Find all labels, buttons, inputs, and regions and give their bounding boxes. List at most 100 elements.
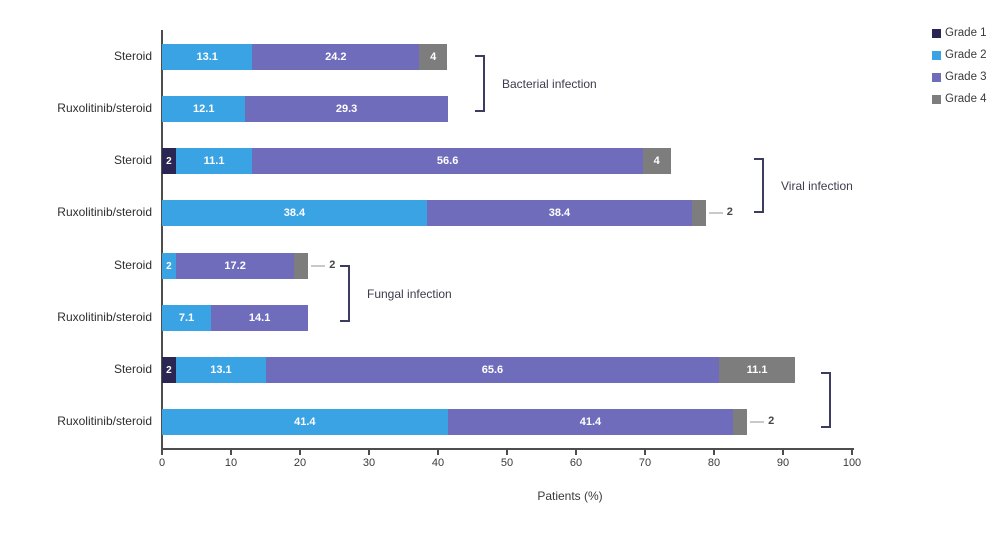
segment-value-label: 29.3 [335,103,358,115]
segment-value-label: 65.6 [481,364,504,376]
group-bracket-tick [340,320,349,322]
legend-swatch-icon [932,50,941,60]
bar-row: 7.1 14.1 [162,305,309,331]
group-bracket-tick [754,211,763,213]
bar-segment-grade-4 [294,253,309,279]
legend: Grade 1 Grade 2 Grade 3 Grade 4 [932,22,987,110]
group-bracket-tick [754,158,763,160]
x-axis-tick-label: 50 [500,457,514,469]
legend-item: Grade 3 [932,66,987,88]
segment-value-label-outside: 2 [726,206,733,218]
group-bracket-tick [340,265,349,267]
value-callout-line [708,212,723,214]
value-callout-line [750,421,765,423]
bar-segment-grade-2: 13.1 [162,44,253,70]
bar-row: 38.4 38.4 [162,200,706,226]
x-axis-tick-label: 80 [707,457,721,469]
x-axis-tick-label: 70 [638,457,652,469]
segment-value-label: 2 [166,155,172,167]
segment-value-label: 38.4 [548,207,571,219]
x-axis-tick [161,449,163,455]
segment-value-label: 13.1 [210,364,232,376]
legend-item: Grade 1 [932,22,987,44]
segment-value-label: 38.4 [283,207,306,219]
bar-segment-grade-1: 2 [162,357,176,383]
legend-label: Grade 1 [945,27,987,39]
group-bracket-tick [475,55,484,57]
bar-segment-grade-2: 2 [162,253,176,279]
legend-label: Grade 3 [945,71,987,83]
bar-segment-grade-4: 4 [642,148,671,174]
bar-segment-grade-2: 38.4 [162,200,427,226]
segment-value-label: 11.1 [746,364,768,376]
bar-row: 13.1 24.2 4 [162,44,447,70]
bar-segment-grade-2: 7.1 [162,305,211,331]
segment-value-label: 2 [166,260,172,272]
group-bracket-tick [821,426,830,428]
x-axis-tick-label: 60 [569,457,583,469]
x-axis-tick [506,449,508,455]
bar-segment-grade-3: 38.4 [426,200,692,226]
legend-label: Grade 4 [945,93,987,105]
segment-value-label-outside: 2 [329,259,336,271]
segment-value-label: 12.1 [193,103,215,115]
x-axis-tick-label: 30 [362,457,376,469]
bar-segment-grade-2: 13.1 [175,357,267,383]
bar-segment-grade-4: 11.1 [718,357,796,383]
x-axis-tick [575,449,577,455]
bar-segment-grade-2: 41.4 [162,409,448,435]
x-axis-tick-label: 90 [776,457,790,469]
bar-row: 2 13.1 65.6 11.1 [162,357,796,383]
bar-segment-grade-3: 29.3 [245,96,448,122]
segment-value-label: 14.1 [248,312,271,324]
bar-segment-grade-3: 41.4 [447,409,734,435]
legend-item: Grade 4 [932,88,987,110]
bar-segment-grade-3: 56.6 [252,148,643,174]
x-axis-tick-label: 40 [431,457,445,469]
x-axis-title: Patients (%) [537,489,603,503]
x-axis-tick [851,449,853,455]
value-callout-line [311,265,326,267]
legend-item: Grade 2 [932,44,987,66]
bar-segment-grade-4 [691,200,706,226]
x-axis-tick [368,449,370,455]
legend-label: Grade 2 [945,49,987,61]
y-axis-line [161,30,163,449]
x-axis-tick-label: 100 [842,457,862,469]
x-axis-tick [299,449,301,455]
group-label: Fungal infection [367,286,452,301]
legend-swatch-icon [932,28,941,38]
segment-value-label: 56.6 [436,155,459,167]
bar-segment-grade-3: 24.2 [252,44,420,70]
category-label: Ruxolitinib/steroid [57,414,152,428]
bar-segment-grade-1: 2 [162,148,176,174]
segment-value-label: 4 [430,51,437,63]
bar-row: 2 11.1 56.6 4 [162,148,671,174]
x-axis-tick-label: 0 [158,457,166,469]
x-axis-tick-label: 10 [224,457,238,469]
x-axis-tick [782,449,784,455]
group-label: Bacterial infection [502,76,597,91]
x-axis-tick [230,449,232,455]
segment-value-label: 4 [653,155,660,167]
legend-swatch-icon [932,94,941,104]
group-bracket [348,265,350,322]
bar-row: 12.1 29.3 [162,96,448,122]
segment-value-label: 7.1 [178,312,195,324]
group-label: Viral infection [781,178,853,193]
bar-segment-grade-4 [733,409,748,435]
category-label: Ruxolitinib/steroid [57,310,152,324]
group-bracket [762,158,764,213]
group-bracket [483,55,485,112]
segment-value-label: 41.4 [579,416,602,428]
x-axis-tick-label: 20 [293,457,307,469]
segment-value-label: 41.4 [294,416,316,428]
category-label: Steroid [113,153,152,167]
group-bracket-tick [821,372,830,374]
segment-value-label: 17.2 [224,260,246,272]
bar-segment-grade-2: 12.1 [162,96,246,122]
bar-row: 41.4 41.4 [162,409,748,435]
x-axis-tick [713,449,715,455]
x-axis-tick [437,449,439,455]
